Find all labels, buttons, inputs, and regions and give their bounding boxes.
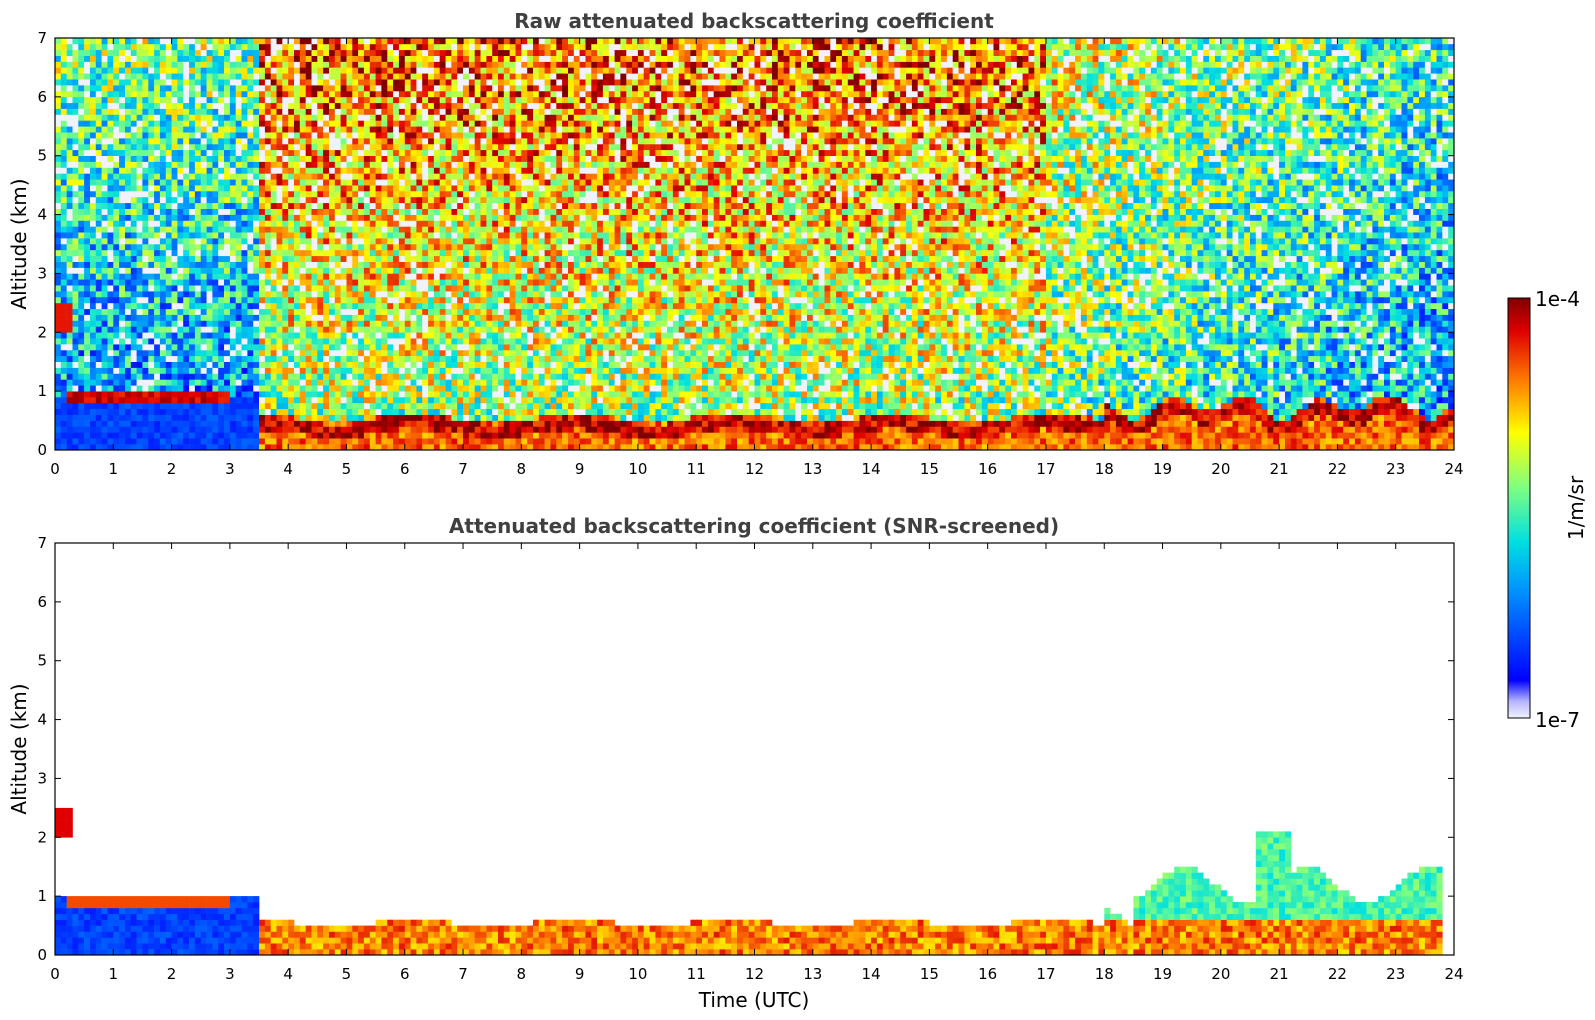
x-tick-label: 11 [687,460,706,478]
screened-heatmap [55,543,1454,955]
x-tick-label: 22 [1328,965,1347,983]
x-tick-label: 5 [342,460,352,478]
x-tick-label: 21 [1270,460,1289,478]
y-tick-label: 4 [37,711,47,729]
x-tick-label: 3 [225,460,235,478]
panel-raw: Raw attenuated backscattering coefficien… [7,9,1464,478]
x-tick-label: 0 [50,965,60,983]
colorbar: 1e-4 1e-7 1/m/sr [1507,287,1588,732]
panel-raw-ticks: 0 1 2 3 4 5 6 7 8 9 10 11 12 13 14 15 16 17 18 19 20 21 22 23 24… [37,29,1463,478]
x-tick-label: 10 [628,965,647,983]
x-tick-label: 3 [225,965,235,983]
x-tick-label: 10 [628,460,647,478]
x-tick-label: 14 [862,460,881,478]
x-tick-label: 6 [400,460,410,478]
x-tick-label: 9 [575,460,585,478]
x-tick-label: 7 [458,460,468,478]
y-tick-label: 7 [37,534,47,552]
y-tick-label: 0 [37,946,47,964]
x-tick-label: 9 [575,965,585,983]
x-tick-label: 4 [283,965,293,983]
x-tick-label: 7 [458,965,468,983]
x-tick-label: 2 [167,965,177,983]
x-tick-label: 2 [167,460,177,478]
raw-heatmap [55,38,1454,450]
y-tick-label: 7 [37,29,47,47]
panel-raw-title: Raw attenuated backscattering coefficien… [514,9,994,33]
y-tick-label: 5 [37,652,47,670]
x-tick-label: 19 [1153,965,1172,983]
x-tick-label: 1 [109,965,119,983]
y-tick-label: 2 [37,828,47,846]
y-tick-label: 4 [37,206,47,224]
colorbar-max-label: 1e-4 [1535,287,1580,311]
x-tick-label: 23 [1386,460,1405,478]
x-tick-label: 24 [1444,965,1463,983]
x-tick-label: 13 [803,965,822,983]
x-tick-label: 13 [803,460,822,478]
x-tick-label: 18 [1095,460,1114,478]
panel-screened-xlabel: Time (UTC) [698,988,810,1012]
colorbar-units-label: 1/m/sr [1564,475,1588,540]
x-tick-label: 8 [517,460,527,478]
x-tick-label: 15 [920,965,939,983]
y-tick-label: 0 [37,441,47,459]
x-tick-label: 18 [1095,965,1114,983]
x-tick-label: 5 [342,965,352,983]
x-tick-label: 15 [920,460,939,478]
x-tick-label: 19 [1153,460,1172,478]
y-tick-label: 3 [37,769,47,787]
x-tick-label: 21 [1270,965,1289,983]
y-tick-label: 1 [37,382,47,400]
x-tick-label: 12 [745,460,764,478]
panel-screened-ylabel: Altitude (km) [7,683,31,814]
y-tick-label: 2 [37,323,47,341]
x-tick-label: 17 [1036,460,1055,478]
x-tick-label: 23 [1386,965,1405,983]
x-tick-label: 11 [687,965,706,983]
panel-raw-ylabel: Altitude (km) [7,178,31,309]
y-tick-label: 6 [37,88,47,106]
y-tick-label: 6 [37,593,47,611]
x-tick-label: 4 [283,460,293,478]
x-tick-label: 16 [978,460,997,478]
panel-screened-ticks: 0 1 2 3 4 5 6 7 8 9 10 11 12 13 14 15 16 17 18 19 20 21 22 23 24… [37,534,1463,983]
x-tick-label: 22 [1328,460,1347,478]
x-tick-label: 14 [862,965,881,983]
x-tick-label: 1 [109,460,119,478]
y-tick-label: 5 [37,147,47,165]
x-tick-label: 0 [50,460,60,478]
x-tick-label: 17 [1036,965,1055,983]
panel-screened-title: Attenuated backscattering coefficient (S… [449,514,1059,538]
colorbar-gradient [1507,297,1531,719]
y-tick-label: 1 [37,887,47,905]
x-tick-label: 8 [517,965,527,983]
x-tick-label: 20 [1211,965,1230,983]
colorbar-min-label: 1e-7 [1535,708,1580,732]
x-tick-label: 12 [745,965,764,983]
x-tick-label: 20 [1211,460,1230,478]
y-tick-label: 3 [37,264,47,282]
x-tick-label: 16 [978,965,997,983]
x-tick-label: 24 [1444,460,1463,478]
x-tick-label: 6 [400,965,410,983]
panel-screened: Attenuated backscattering coefficient (S… [7,514,1464,1012]
